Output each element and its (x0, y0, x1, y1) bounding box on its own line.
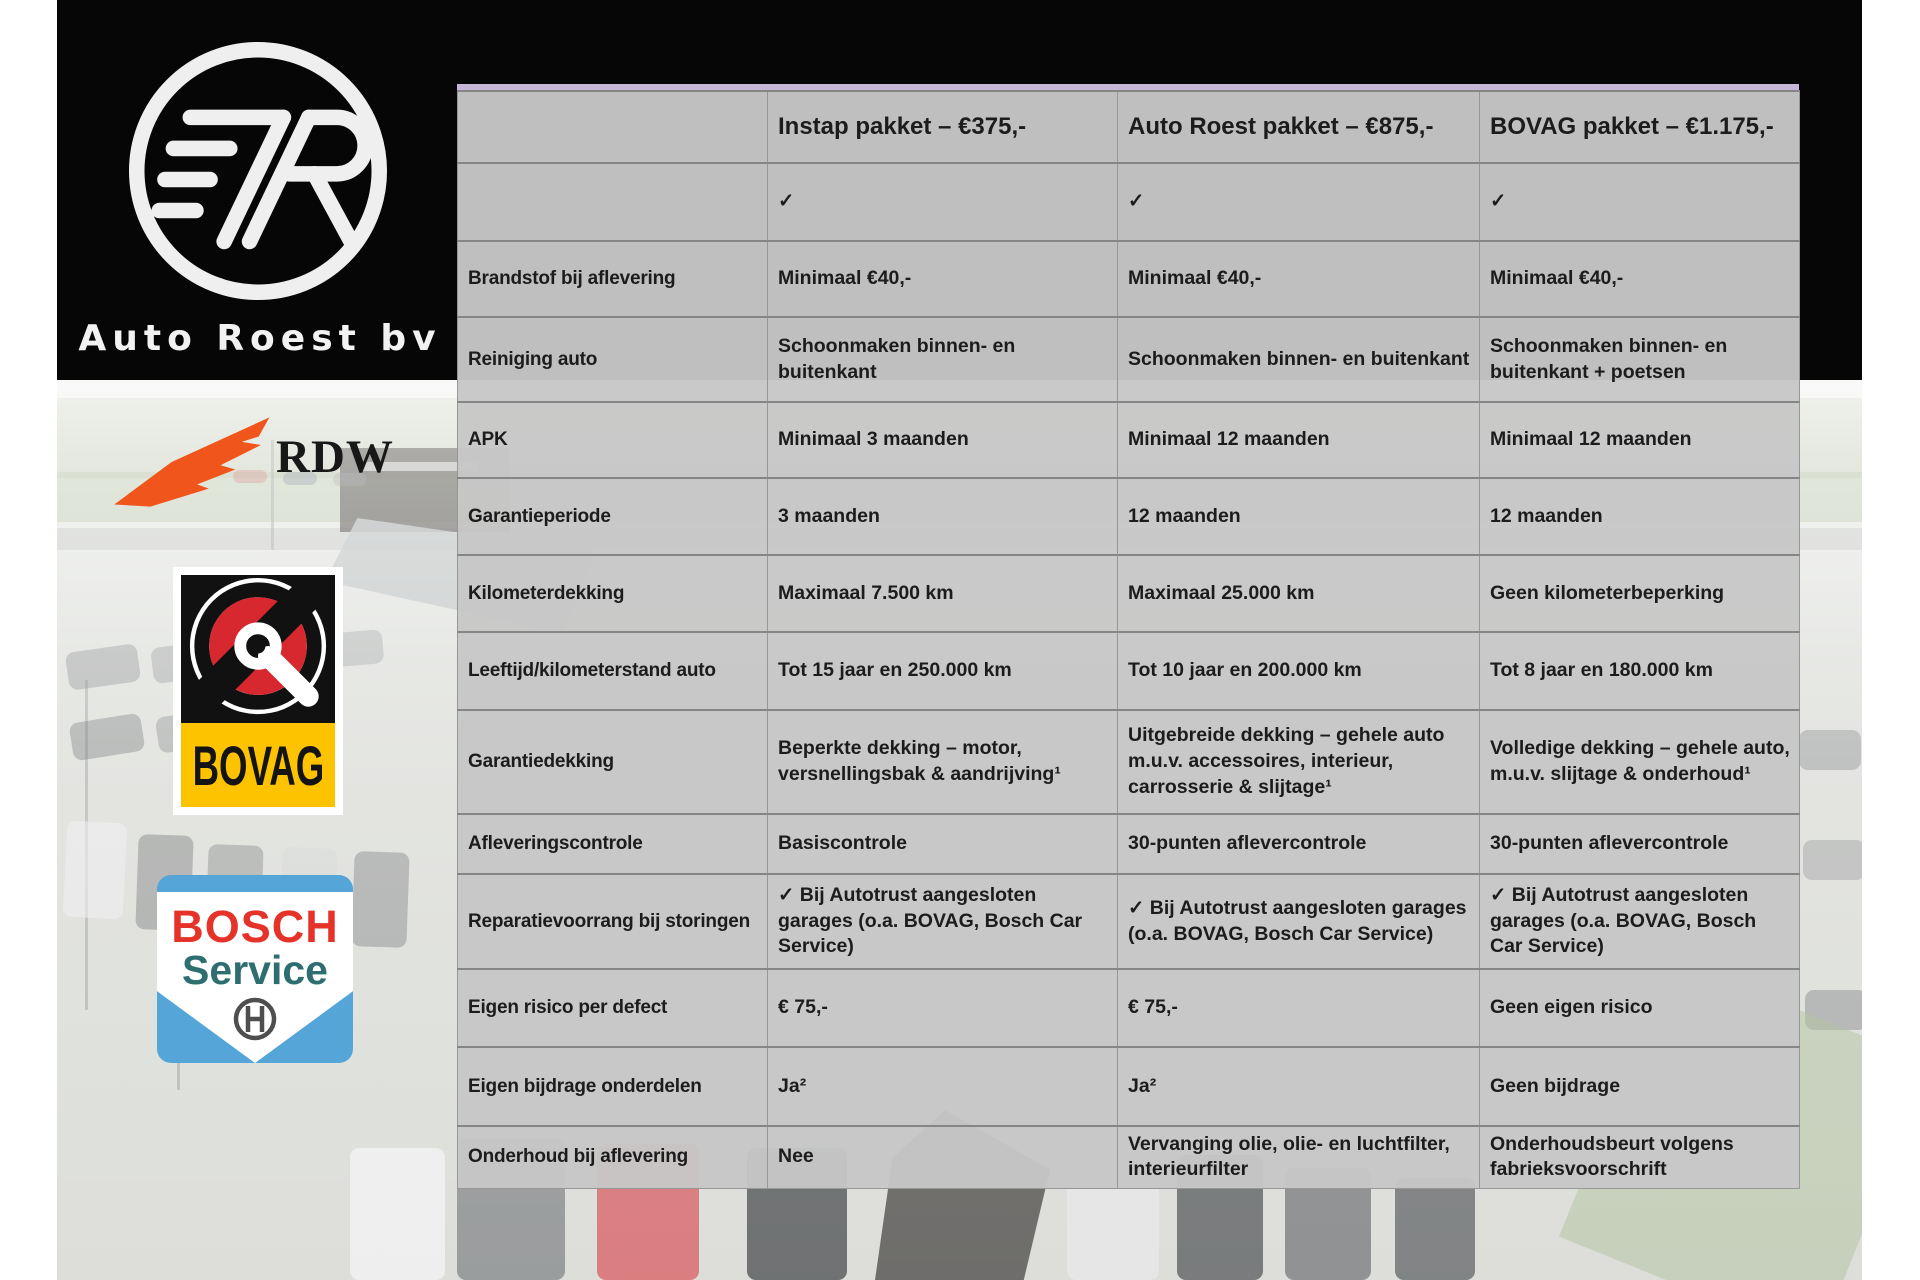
value-cell: Schoonmaken binnen- en buitenkant + poet… (1479, 316, 1800, 403)
value-cell: 3 maanden (767, 477, 1118, 556)
value-cell: Tot 15 jaar en 250.000 km (767, 631, 1118, 711)
row-label: Reiniging auto (457, 316, 768, 403)
row-label: Afleveringscontrole (457, 813, 768, 875)
value-cell: ✓ Bij Autotrust aangesloten garages (o.a… (1479, 873, 1800, 970)
bovag-wrench-icon (178, 566, 336, 724)
value-cell: 30-punten aflevercontrole (1117, 813, 1480, 875)
table-row: Leeftijd/kilometerstand auto Tot 15 jaar … (457, 631, 1800, 711)
row-label: Reparatievoorrang bij storingen (457, 873, 768, 970)
value-cell: Tot 8 jaar en 180.000 km (1479, 631, 1800, 711)
bovag-logo: BOVAG (173, 566, 343, 815)
value-cell: 12 maanden (1117, 477, 1480, 556)
auto-roest-logo-text: Auto Roest bv (78, 318, 442, 359)
table-row: Eigen risico per defect € 75,- € 75,- Geen … (457, 968, 1800, 1048)
row-label: Garantiedekking (457, 709, 768, 815)
table-row: ✓ ✓ ✓ (457, 162, 1800, 242)
value-cell: Minimaal 3 maanden (767, 401, 1118, 479)
rdw-wing-icon (114, 417, 270, 507)
value-cell: Geen eigen risico (1479, 968, 1800, 1048)
value-cell: Schoonmaken binnen- en buitenkant (767, 316, 1118, 403)
column-header-instap-pakket: Instap pakket – €375,- (767, 90, 1118, 164)
row-label: Leeftijd/kilometerstand auto (457, 631, 768, 711)
value-cell: ✓ (1479, 162, 1800, 242)
table-header-row: Instap pakket – €375,- Auto Roest pakket… (457, 90, 1800, 164)
value-cell: Nee (767, 1125, 1118, 1189)
value-cell: Minimaal 12 maanden (1479, 401, 1800, 479)
table-row: Onderhoud bij aflevering Nee Vervanging ol… (457, 1125, 1800, 1189)
row-label: Kilometerdekking (457, 554, 768, 633)
auto-roest-logo: Auto Roest bv (60, 0, 460, 380)
value-cell: Onderhoudsbeurt volgens fabrieksvoorschr… (1479, 1125, 1800, 1189)
value-cell: Uitgebreide dekking – gehele auto m.u.v.… (1117, 709, 1480, 815)
value-cell: Geen kilometerbeperking (1479, 554, 1800, 633)
value-cell: ✓ Bij Autotrust aangesloten garages (o.a… (767, 873, 1118, 970)
bosch-anchor-icon (233, 997, 277, 1041)
bosch-logo-text: BOSCH (171, 901, 339, 952)
row-label: Garantieperiode (457, 477, 768, 556)
value-cell: Volledige dekking – gehele auto, m.u.v. … (1479, 709, 1800, 815)
rdw-logo: RDW (110, 412, 420, 512)
bosch-service-logo: BOSCH Service (157, 875, 353, 1063)
bosch-service-text: Service (182, 947, 328, 993)
value-cell: Vervanging olie, olie- en luchtfilter, i… (1117, 1125, 1480, 1189)
bovag-logo-text: BOVAG (181, 723, 335, 807)
value-cell: Maximaal 25.000 km (1117, 554, 1480, 633)
value-cell: € 75,- (767, 968, 1118, 1048)
value-cell: 30-punten aflevercontrole (1479, 813, 1800, 875)
value-cell: ✓ (1117, 162, 1480, 242)
table-row: Reparatievoorrang bij storingen ✓ Bij Aut… (457, 873, 1800, 970)
row-label: Onderhoud bij aflevering (457, 1125, 768, 1189)
column-header-auto-roest-pakket: Auto Roest pakket – €875,- (1117, 90, 1480, 164)
value-cell: ✓ (767, 162, 1118, 242)
row-label (457, 162, 768, 242)
value-cell: Ja² (1117, 1046, 1480, 1127)
table-row: Eigen bijdrage onderdelen Ja² Ja² Geen bijd… (457, 1046, 1800, 1127)
value-cell: Ja² (767, 1046, 1118, 1127)
value-cell: Maximaal 7.500 km (767, 554, 1118, 633)
table-row: Brandstof bij aflevering Minimaal €40,- Mi… (457, 240, 1800, 318)
row-label: APK (457, 401, 768, 479)
package-comparison-table: Instap pakket – €375,- Auto Roest pakket… (457, 84, 1800, 1189)
comparison-table: Instap pakket – €375,- Auto Roest pakket… (457, 90, 1800, 1189)
value-cell: Beperkte dekking – motor, versnellingsba… (767, 709, 1118, 815)
value-cell: Minimaal €40,- (1117, 240, 1480, 318)
rdw-logo-text: RDW (276, 431, 394, 483)
row-label: Brandstof bij aflevering (457, 240, 768, 318)
table-row: Garantiedekking Beperkte dekking – motor,… (457, 709, 1800, 815)
auto-roest-monogram-icon (128, 41, 388, 301)
table-row: Afleveringscontrole Basiscontrole 30-punte… (457, 813, 1800, 875)
column-header-features (457, 90, 768, 164)
value-cell: Minimaal 12 maanden (1117, 401, 1480, 479)
table-top-accent (457, 84, 1799, 90)
value-cell: Schoonmaken binnen- en buitenkant (1117, 316, 1480, 403)
table-row: Reiniging auto Schoonmaken binnen- en bui… (457, 316, 1800, 403)
row-label: Eigen risico per defect (457, 968, 768, 1048)
value-cell: 12 maanden (1479, 477, 1800, 556)
value-cell: Geen bijdrage (1479, 1046, 1800, 1127)
value-cell: Basiscontrole (767, 813, 1118, 875)
value-cell: Minimaal €40,- (1479, 240, 1800, 318)
table-row: Kilometerdekking Maximaal 7.500 km Maximaa… (457, 554, 1800, 633)
row-label: Eigen bijdrage onderdelen (457, 1046, 768, 1127)
value-cell: € 75,- (1117, 968, 1480, 1048)
value-cell: Minimaal €40,- (767, 240, 1118, 318)
value-cell: Tot 10 jaar en 200.000 km (1117, 631, 1480, 711)
table-row: APK Minimaal 3 maanden Minimaal 12 maanden… (457, 401, 1800, 479)
table-row: Garantieperiode 3 maanden 12 maanden 12 maa… (457, 477, 1800, 556)
bovag-label: BOVAG (192, 733, 324, 797)
column-header-bovag-pakket: BOVAG pakket – €1.175,- (1479, 90, 1800, 164)
value-cell: ✓ Bij Autotrust aangesloten garages (o.a… (1117, 873, 1480, 970)
